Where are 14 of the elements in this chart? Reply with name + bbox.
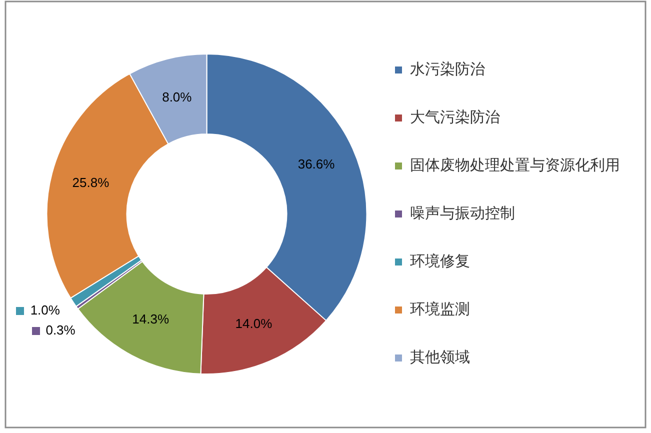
data-label: 25.8%: [72, 175, 110, 190]
data-label: 8.0%: [162, 89, 192, 104]
data-label: 14.0%: [235, 316, 273, 332]
legend-label: 环境监测: [410, 300, 470, 318]
data-label: 0.3%: [46, 322, 76, 338]
data-label: 1.0%: [30, 302, 60, 318]
legend-label: 大气污染防治: [410, 108, 500, 126]
data-label: 36.6%: [298, 156, 336, 172]
legend-label: 环境修复: [410, 252, 470, 270]
legend-label: 水污染防治: [410, 60, 485, 78]
legend-label: 其他领域: [410, 348, 470, 366]
legend-label: 噪声与振动控制: [410, 204, 515, 222]
data-label: 14.3%: [132, 312, 170, 327]
legend-label: 固体废物处理处置与资源化利用: [410, 156, 620, 174]
